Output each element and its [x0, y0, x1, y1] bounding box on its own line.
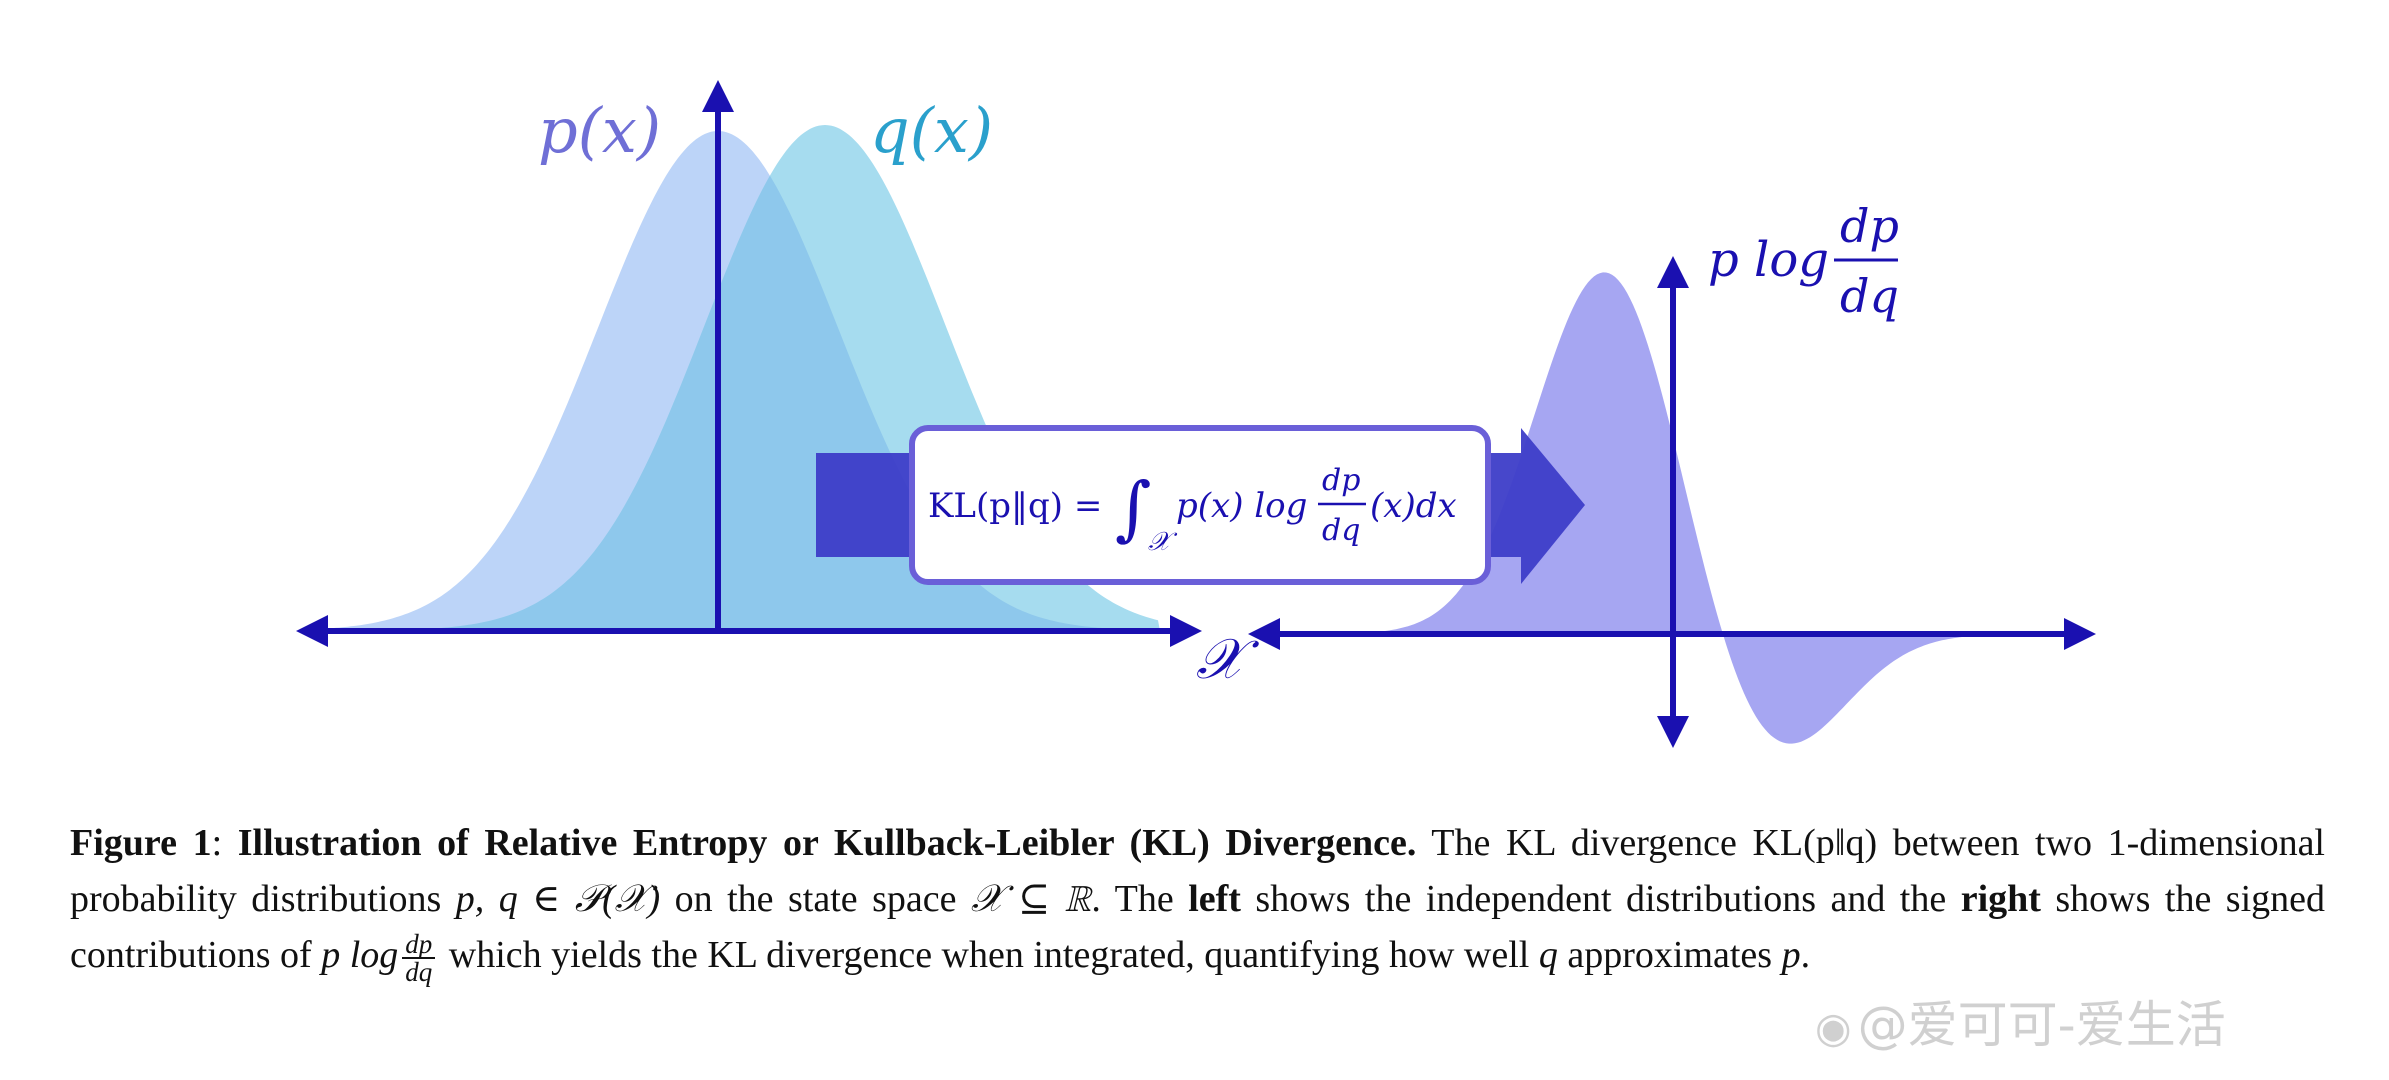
caption-text-6: which yields the KL divergence when inte… — [439, 934, 1539, 976]
x-axis-label: 𝒳 — [1196, 627, 1260, 692]
right-y-label-frac-den: dq — [1840, 269, 1899, 323]
kl-lhs: KL(p‖q) = — [928, 486, 1102, 526]
left-x-axis-arrow-right — [1170, 615, 1202, 647]
kl-integrand: p(x) log — [1176, 486, 1307, 526]
left-x-axis-arrow-left — [296, 615, 328, 647]
caption-text-4: shows the independent distributions and … — [1240, 878, 1961, 920]
caption-math-1: p, q ∈ 𝒫(𝒳) — [455, 878, 661, 920]
right-contribution-plot: p log dp dq — [1248, 199, 2096, 748]
caption-math-2: 𝒳 ⊆ ℝ — [970, 878, 1092, 920]
caption-frac-num: dp — [402, 931, 436, 960]
caption-math-3: p log — [321, 934, 399, 976]
p-label: p(x) — [538, 94, 661, 167]
caption-text-8: . — [1800, 934, 1811, 976]
right-y-axis-arrow-up — [1657, 256, 1689, 288]
kl-frac-den: dq — [1322, 513, 1360, 548]
caption-text-5: shows the signed contributions of — [70, 878, 2325, 976]
q-label: q(x) — [870, 94, 993, 167]
caption-fraction: dp dq — [402, 931, 436, 988]
watermark-text: @爱可可-爱生活 — [1857, 996, 2226, 1054]
right-x-axis-arrow-right — [2064, 618, 2096, 650]
right-y-label-frac-num: dp — [1840, 199, 1899, 253]
caption-text-2: on the state space — [660, 878, 971, 920]
right-y-axis-arrow-down — [1657, 716, 1689, 748]
caption-p-var: p — [1781, 934, 1801, 976]
caption-frac-den: dq — [405, 957, 433, 988]
caption-text-3: . The — [1091, 878, 1189, 920]
caption-figure-label: Figure 1 — [70, 822, 212, 864]
integral-sign: ∫ — [1115, 467, 1151, 549]
weibo-icon: ◉ — [1815, 1003, 1852, 1052]
right-y-label: p log — [1708, 232, 1829, 288]
right-x-axis-arrow-left — [1248, 618, 1280, 650]
arrow-head — [1521, 428, 1585, 584]
contribution-curve — [1300, 272, 2000, 744]
kl-formula-box — [909, 425, 1491, 585]
caption-text-1: The KL divergence KL(p‖q) between two 1-… — [70, 822, 2325, 920]
kl-tail: (x)dx — [1370, 486, 1457, 526]
caption-text-7: approximates — [1557, 934, 1782, 976]
caption-right-word: right — [1960, 878, 2041, 920]
left-distribution-plot: p(x) q(x) 𝒳 — [296, 80, 1260, 692]
kl-arrow-group: KL(p‖q) = ∫ 𝒳 p(x) log dp dq (x)dx — [816, 425, 1585, 585]
kl-frac-num: dp — [1322, 463, 1360, 498]
figure-caption: Figure 1: Illustration of Relative Entro… — [70, 822, 2325, 988]
caption-title: Illustration of Relative Entropy or Kull… — [237, 822, 1417, 864]
caption-left-word: left — [1188, 878, 1241, 920]
left-y-axis-arrow — [702, 80, 734, 112]
watermark: ◉ @爱可可-爱生活 — [1815, 985, 2375, 1065]
caption-q-var: q — [1538, 934, 1558, 976]
